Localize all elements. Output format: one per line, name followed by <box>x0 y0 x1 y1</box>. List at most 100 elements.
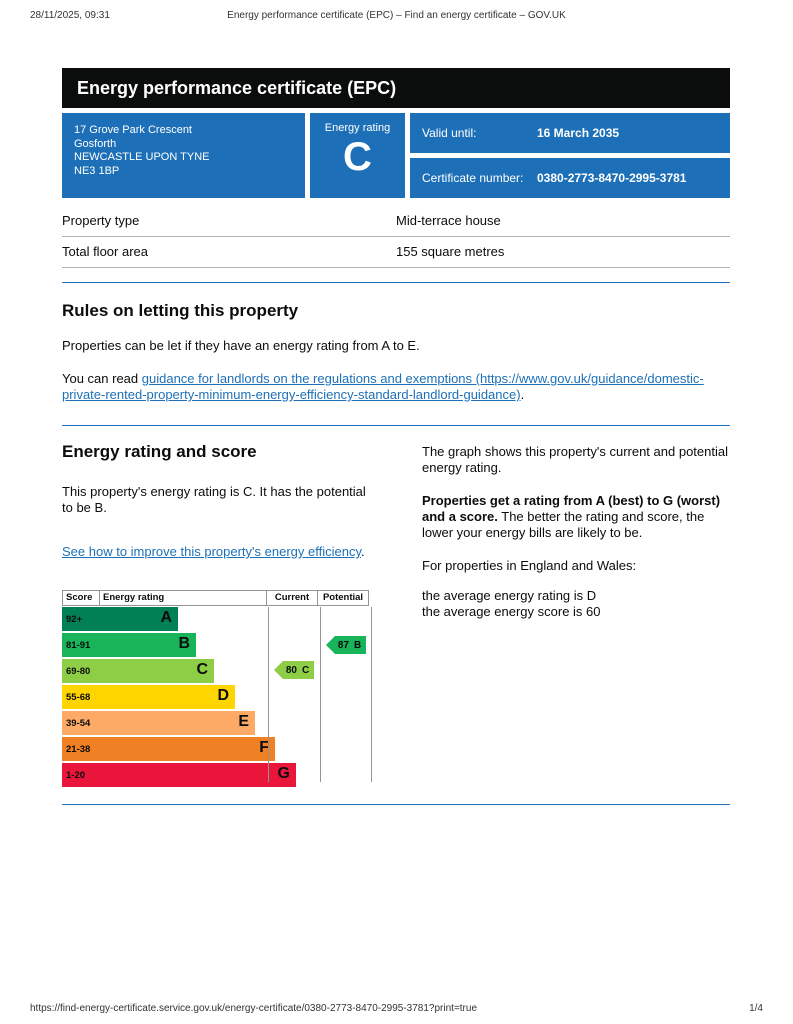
band-letter: G <box>277 765 290 782</box>
current-column-line <box>268 607 269 782</box>
improve-efficiency-link[interactable]: See how to improve this property's energ… <box>62 544 361 559</box>
print-footer: https://find-energy-certificate.service.… <box>30 1003 763 1014</box>
print-footer-url: https://find-energy-certificate.service.… <box>30 1003 478 1014</box>
improve-link-suffix: . <box>360 544 365 559</box>
epc-band-bar: 92+ A <box>62 607 178 631</box>
potential-score: 87 <box>337 639 349 651</box>
chart-header-score: Score <box>62 590 100 606</box>
property-details-table: Property type Mid-terrace house Total floo… <box>62 206 730 268</box>
average-rating-line: the average energy rating is D <box>422 588 597 603</box>
chart-header-potential: Potential <box>317 590 369 606</box>
address-line: NEWCASTLE UPON TYNE <box>74 151 210 163</box>
validity-column: Valid until: 16 March 2035 Certificate n… <box>410 113 730 198</box>
current-score: 80 <box>285 664 297 676</box>
certificate-number-value: 0380-2773-8470-2995-3781 <box>537 171 687 185</box>
averages-block: the average energy rating is D the avera… <box>422 588 730 620</box>
detail-value: Mid-terrace house <box>396 213 501 228</box>
band-score-range: 21-38 <box>66 744 91 755</box>
table-row: Total floor area 155 square metres <box>62 237 730 268</box>
band-letter: C <box>196 661 208 678</box>
property-address: 17 Grove Park Crescent Gosforth NEWCASTLE … <box>62 113 305 198</box>
print-page-title: Energy performance certificate (EPC) – F… <box>227 10 566 21</box>
epc-band-row: 81-91 B <box>62 633 372 658</box>
epc-band-row: 92+ A <box>62 607 372 632</box>
certificate-content: Energy performance certificate (EPC) 17 … <box>62 68 730 805</box>
epc-band-row: 39-54 E <box>62 711 372 736</box>
table-row: Property type Mid-terrace house <box>62 206 730 237</box>
england-wales-paragraph: For properties in England and Wales: <box>422 558 637 573</box>
letting-rules-heading: Rules on letting this property <box>62 301 299 320</box>
band-letter: A <box>160 609 172 626</box>
address-line: Gosforth <box>74 137 117 150</box>
band-letter: E <box>238 713 249 730</box>
valid-until-value: 16 March 2035 <box>537 126 620 140</box>
band-score-range: 92+ <box>66 614 83 625</box>
section-divider <box>62 804 730 805</box>
summary-panel: 17 Grove Park Crescent Gosforth NEWCASTLE … <box>62 113 730 198</box>
band-score-range: 1-20 <box>66 770 86 781</box>
certificate-number-box: Certificate number: 0380-2773-8470-2995-… <box>410 158 730 198</box>
address-line: NE3 1BP <box>74 164 120 177</box>
energy-rating-label: Energy rating <box>324 122 391 134</box>
rating-scale-rest-text: The better the rating and score, the low… <box>422 509 705 540</box>
epc-band-bar: 1-20 G <box>62 763 296 787</box>
epc-chart-body: 92+ A 81-91 B 69-80 C 55-68 D 39-54 E 21-38 F 1-20 G … <box>62 607 372 787</box>
band-score-range: 81-91 <box>66 640 91 651</box>
rating-scale-bold-text: Properties get a rating from A (best) to… <box>422 493 721 524</box>
epc-band-row: 55-68 D <box>62 685 372 710</box>
graph-explanation-paragraph: The graph shows this property's current … <box>422 444 728 475</box>
epc-band-row: 69-80 C <box>62 659 372 684</box>
detail-label: Property type <box>62 213 140 228</box>
band-score-range: 55-68 <box>66 692 91 703</box>
valid-until-box: Valid until: 16 March 2035 <box>410 113 730 153</box>
chart-right-border <box>371 607 372 782</box>
address-line: 17 Grove Park Crescent <box>74 124 192 136</box>
letting-rules-paragraph: Properties can be let if they have an en… <box>62 338 420 353</box>
section-divider <box>62 282 730 283</box>
band-letter: B <box>178 635 190 652</box>
epc-rating-chart: Score Energy rating Current Potential 92… <box>62 590 372 787</box>
print-header: 28/11/2025, 09:31 Energy performance cer… <box>0 10 793 24</box>
print-footer-page-number: 1/4 <box>749 1003 763 1014</box>
band-letter: F <box>259 739 269 756</box>
epc-current-tag: 80 C <box>274 661 314 679</box>
epc-band-bar: 69-80 C <box>62 659 214 683</box>
valid-until-label: Valid until: <box>422 126 477 140</box>
band-score-range: 39-54 <box>66 718 91 729</box>
chart-header-current: Current <box>266 590 318 606</box>
letting-rules-link-paragraph: You can read guidance for landlords on t… <box>62 371 730 403</box>
epc-potential-tag: 87 B <box>326 636 366 654</box>
certificate-number-label: Certificate number: <box>422 171 524 185</box>
rating-section: Energy rating and score This property's … <box>62 442 730 787</box>
rating-heading: Energy rating and score <box>62 442 257 461</box>
potential-letter: B <box>353 639 362 651</box>
epc-bands: 92+ A 81-91 B 69-80 C 55-68 D 39-54 E 21-38 F 1-20 G <box>62 607 372 788</box>
average-score-line: the average energy score is 60 <box>422 604 601 619</box>
energy-rating-box: Energy rating C <box>310 113 405 198</box>
epc-band-bar: 55-68 D <box>62 685 235 709</box>
detail-value: 155 square metres <box>396 244 505 259</box>
epc-band-row: 1-20 G <box>62 763 372 788</box>
band-letter: D <box>217 687 229 704</box>
chart-header-rating: Energy rating <box>99 590 267 606</box>
rating-left-column: Energy rating and score This property's … <box>62 442 410 787</box>
epc-band-row: 21-38 F <box>62 737 372 762</box>
rating-scale-paragraph: Properties get a rating from A (best) to… <box>422 493 730 541</box>
print-datetime: 28/11/2025, 09:31 <box>30 10 110 21</box>
epc-band-bar: 39-54 E <box>62 711 255 735</box>
potential-column-line <box>320 607 321 782</box>
epc-chart-header: Score Energy rating Current Potential <box>62 590 372 606</box>
detail-label: Total floor area <box>62 244 148 259</box>
link-suffix-text: . <box>520 387 525 402</box>
energy-rating-value: C <box>343 135 372 179</box>
rating-paragraph: This property's energy rating is C. It h… <box>62 484 366 515</box>
current-letter: C <box>301 664 310 676</box>
link-prefix-text: You can read <box>62 371 142 386</box>
improve-link-paragraph: See how to improve this property's energ… <box>62 544 374 560</box>
epc-band-bar: 21-38 F <box>62 737 275 761</box>
page-title: Energy performance certificate (EPC) <box>62 68 730 108</box>
landlord-guidance-link[interactable]: guidance for landlords on the regulation… <box>62 371 704 402</box>
section-divider <box>62 425 730 426</box>
band-score-range: 69-80 <box>66 666 91 677</box>
